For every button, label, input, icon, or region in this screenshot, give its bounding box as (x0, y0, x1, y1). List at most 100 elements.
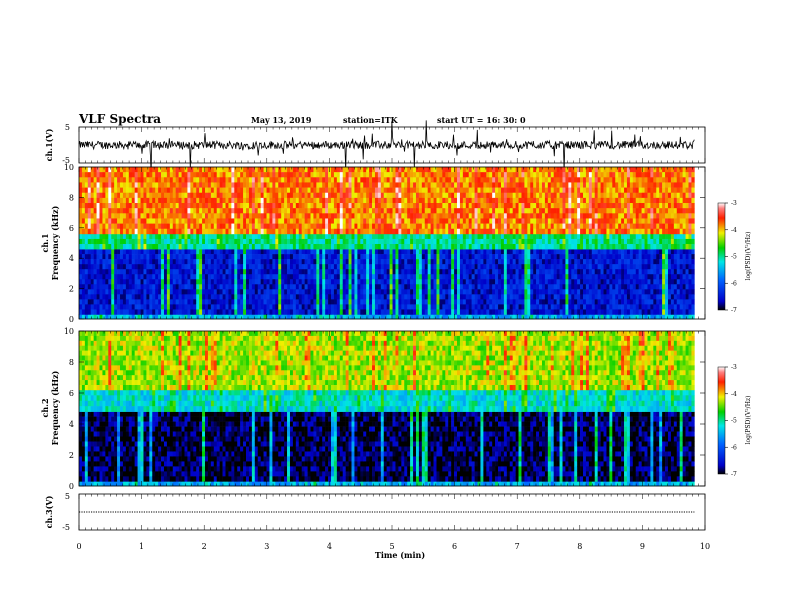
spectrogram-cell (565, 238, 569, 245)
spectrogram-cell (114, 259, 118, 265)
spectrogram-cell (134, 264, 138, 270)
spectrogram-cell (163, 244, 168, 250)
spectrogram-cell (366, 249, 370, 255)
spectrogram-cell (336, 238, 341, 245)
spectrogram-cell (79, 228, 83, 235)
spectrogram-cell (234, 274, 238, 280)
spectrogram-cell (178, 218, 182, 224)
spectrogram-cell (541, 284, 546, 290)
spectrogram-cell (161, 244, 165, 250)
spectrogram-cell (383, 289, 387, 295)
spectrogram-cell (202, 274, 206, 280)
spectrogram-cell (333, 197, 338, 204)
spectrogram-cell (289, 304, 294, 310)
spectrogram-cell (363, 274, 367, 280)
spectrogram-cell (284, 259, 288, 265)
spectrogram-cell (169, 304, 174, 310)
spectrogram-cell (137, 172, 141, 178)
spectrogram-cell (333, 177, 338, 183)
spectrogram-cell (190, 197, 194, 204)
spectrogram-cell (225, 284, 229, 290)
spectrogram-cell (319, 314, 323, 320)
spectrogram-cell (81, 299, 86, 305)
spectrogram-cell (424, 254, 428, 260)
spectrogram-cell (345, 269, 349, 275)
spectrogram-cell (146, 264, 150, 270)
spectrogram-cell (544, 284, 549, 290)
spectrogram-cell (149, 203, 153, 209)
spectrogram-cell (310, 244, 314, 250)
spectrogram-cell (243, 309, 247, 315)
spectrogram-cell (374, 233, 379, 240)
spectrogram-cell (530, 259, 534, 265)
spectrogram-cell (169, 249, 174, 255)
spectrogram-cell (301, 187, 305, 194)
spectrogram-cell (556, 304, 560, 310)
spectrogram-cell (682, 284, 686, 290)
spectrogram-cell (331, 213, 335, 219)
spectrogram-cell (612, 244, 616, 250)
spectrogram-cell (603, 254, 607, 260)
spectrogram-cell (158, 228, 162, 235)
spectrogram-cell (287, 249, 291, 255)
spectrogram-cell (421, 249, 426, 255)
spectrogram-cell (562, 294, 566, 300)
spectrogram-cell (389, 182, 393, 188)
spectrogram-cell (140, 289, 144, 295)
spectrogram-cell (260, 294, 264, 300)
spectrogram-cell (626, 304, 631, 310)
spectrogram-cell (445, 259, 449, 265)
spectrogram-cell (448, 309, 452, 315)
spectrogram-cell (336, 213, 341, 219)
spectrogram-cell (140, 238, 144, 245)
spectrogram-cell (357, 238, 361, 245)
spectrogram-cell (120, 289, 124, 295)
spectrogram-cell (603, 259, 607, 265)
spectrogram-cell (383, 284, 387, 290)
spectrogram-cell (313, 177, 317, 183)
spectrogram-cell (656, 304, 660, 310)
spectrogram-cell (333, 187, 338, 194)
spectrogram-cell (251, 197, 256, 204)
spectrogram-cell (304, 203, 308, 209)
spectrogram-cell (410, 284, 414, 290)
spectrogram-cell (310, 249, 314, 255)
spectrogram-cell (228, 197, 232, 204)
spectrogram-cell (99, 218, 103, 224)
spectrogram-cell (439, 259, 443, 265)
spectrogram-cell (339, 238, 344, 245)
spectrogram-cell (612, 238, 616, 245)
spectrogram-cell (284, 187, 288, 194)
spectrogram-cell (372, 187, 376, 194)
spectrogram-cell (122, 187, 127, 194)
spectrogram-cell (574, 289, 578, 295)
spectrogram-cell (527, 259, 531, 265)
spectrogram-cell (190, 172, 194, 178)
spectrogram-cell (225, 269, 229, 275)
spectrogram-cell (451, 284, 455, 290)
spectrogram-cell (199, 218, 203, 224)
spectrogram-cell (386, 238, 390, 245)
spectrogram-cell (231, 279, 235, 285)
spectrogram-cell (618, 244, 622, 250)
spectrogram-cell (418, 264, 423, 270)
spectrogram-cell (594, 238, 598, 245)
spectrogram-cell (486, 233, 490, 240)
spectrogram-cell (407, 238, 411, 245)
spectrogram-cell (134, 203, 138, 209)
spectrogram-cell (662, 264, 666, 270)
spectrogram-cell (647, 269, 651, 275)
spectrogram-cell (574, 264, 578, 270)
spectrogram-cell (415, 244, 420, 250)
spectrogram-cell (339, 304, 344, 310)
spectrogram-cell (149, 182, 153, 188)
spectrogram-cell (93, 177, 97, 183)
spectrogram-cell (199, 254, 203, 260)
spectrogram-cell (260, 223, 264, 230)
spectrogram-cell (310, 167, 314, 173)
spectrogram-cell (134, 314, 138, 320)
spectrogram-cell (483, 274, 487, 280)
spectrogram-cell (530, 269, 534, 275)
spectrogram-cell (618, 274, 622, 280)
spectrogram-cell (196, 172, 200, 178)
